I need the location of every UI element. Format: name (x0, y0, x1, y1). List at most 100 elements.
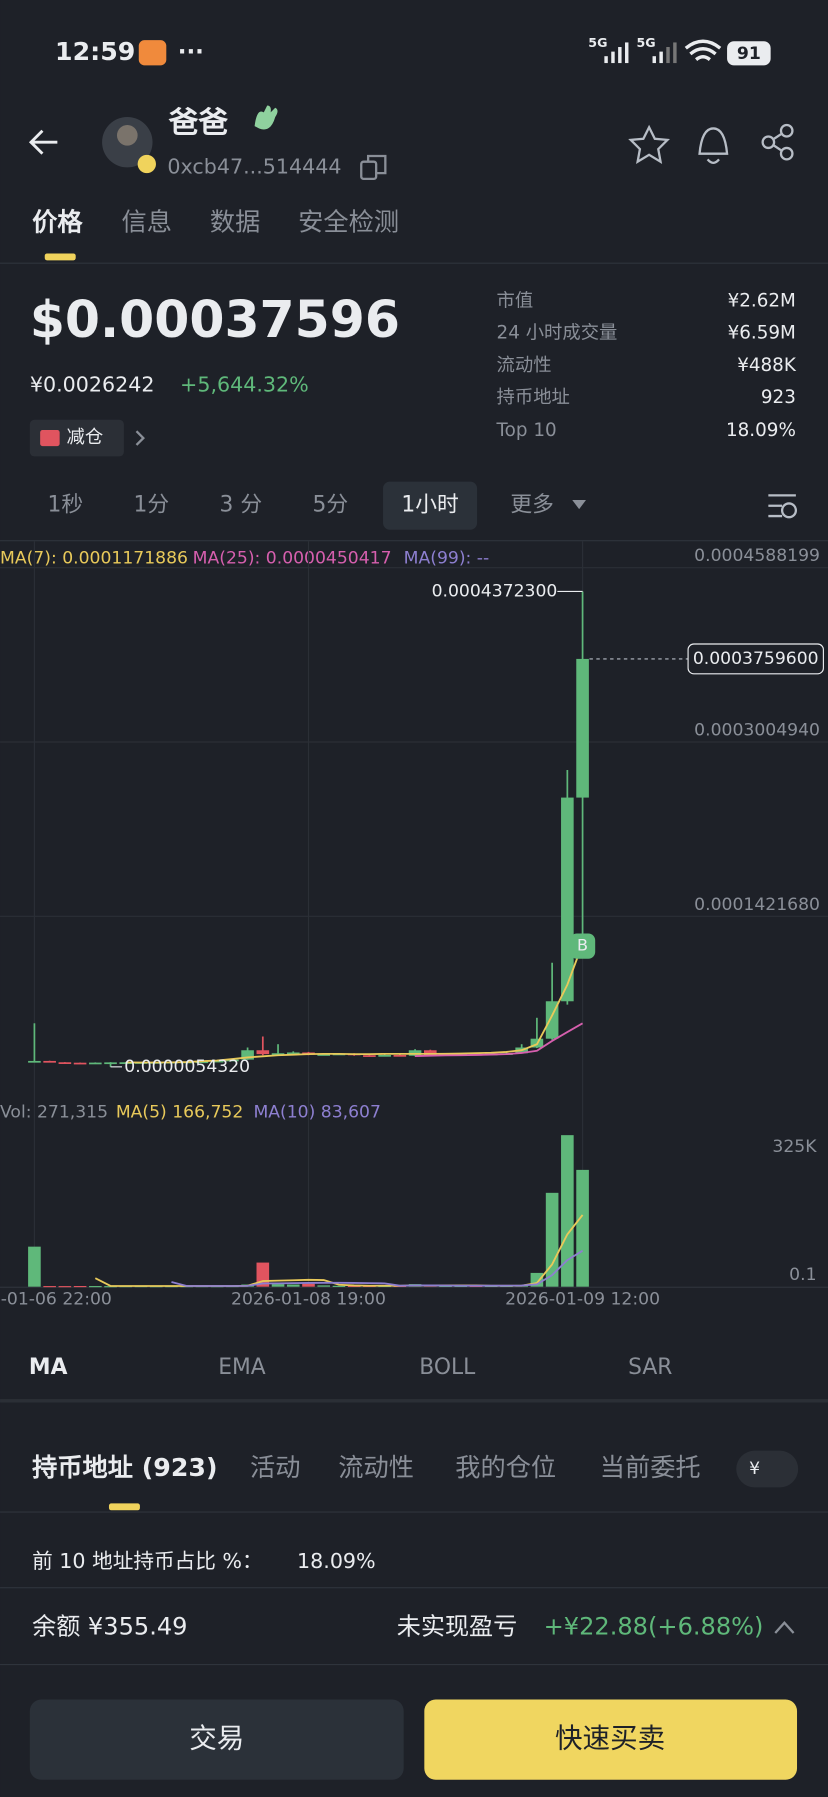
x-tick-label: 2026-01-09 12:00 (505, 1289, 660, 1309)
stat-value: ¥2.62M (728, 291, 796, 312)
holder-tab[interactable]: 当前委托 (600, 1453, 701, 1482)
indicator-tab[interactable]: BOLL (419, 1355, 476, 1380)
candle-body (28, 1060, 41, 1063)
interval[interactable]: 1秒 (48, 493, 84, 518)
interval[interactable]: 1小时 (401, 493, 458, 518)
candle-body (73, 1062, 87, 1065)
interval[interactable]: 5分 (312, 493, 348, 518)
last-price-box (687, 643, 824, 675)
stats: 市值 ¥2.62M 24 小时成交量 ¥6.59M 流动性 ¥488K 持币地址 923… (496, 291, 797, 442)
candle-body (210, 1060, 224, 1063)
candle-body (256, 1050, 270, 1055)
battery-icon (727, 41, 771, 66)
candle-body (104, 1062, 117, 1065)
volume-bar (271, 1284, 285, 1287)
candle-body (363, 1055, 376, 1057)
expand-toggle[interactable] (774, 1620, 795, 1634)
trade-button-label: 交易 (189, 1723, 244, 1755)
share-icon[interactable] (761, 123, 794, 161)
chart-settings[interactable] (768, 494, 798, 519)
holder-tab[interactable]: 我的仓位 (455, 1453, 556, 1482)
volume-bar (286, 1284, 300, 1287)
battery-level: 91 (737, 44, 761, 64)
indicator-tab[interactable]: EMA (218, 1355, 266, 1380)
candle-body (89, 1062, 102, 1065)
y-tick-label: 325K (772, 1137, 817, 1157)
copy-icon[interactable] (360, 154, 387, 181)
tag-text: 减仓 (67, 427, 104, 448)
tag-icon (40, 430, 60, 447)
tab[interactable]: 信息 (122, 208, 172, 237)
volume-bar (28, 1246, 41, 1287)
wifi-icon (684, 39, 722, 62)
ma-legend: MA(7): 0.0001171886 (0, 548, 188, 568)
ma-legend: MA(99): -- (404, 548, 490, 568)
holders-label: 前 10 地址持币占比 %： (32, 1549, 263, 1573)
vol-legend: MA(5) 166,752 (116, 1102, 243, 1122)
interval[interactable]: 3 分 (220, 493, 263, 518)
more-dots: ··· (178, 39, 204, 65)
holders-value: 18.09% (297, 1549, 376, 1573)
indicator-tab[interactable]: SAR (628, 1355, 672, 1380)
signal-icon (604, 42, 629, 64)
vol-ma10-line (171, 1249, 584, 1287)
back-button[interactable] (28, 129, 58, 155)
high-label: 0.0004372300 (432, 581, 558, 601)
divider (0, 540, 828, 542)
alert-icon[interactable] (698, 127, 729, 164)
volume-bar (58, 1286, 72, 1288)
tab[interactable]: 价格 (32, 208, 83, 237)
interval-selected (383, 481, 478, 530)
x-tick-label: 2026-01-08 19:00 (231, 1289, 386, 1309)
indicator-tab[interactable]: MA (29, 1355, 68, 1380)
token-name: 爸爸 (168, 105, 229, 140)
vol-legend: MA(10) 83,607 (253, 1102, 380, 1122)
quick-trade-button-label: 快速买卖 (555, 1723, 665, 1755)
holder-tab[interactable]: 流动性 (338, 1453, 414, 1482)
chart: 0.0004588199 0.0003004940 0.0001421680 325K… (0, 541, 828, 1309)
volume-bar (302, 1283, 315, 1287)
balance: 余额 ¥355.49 (32, 1612, 187, 1640)
network-label: 5G (636, 35, 655, 50)
interval[interactable]: 1分 (134, 493, 170, 518)
candle-body (58, 1062, 72, 1064)
volume-bar (43, 1286, 56, 1288)
tag-chip[interactable] (29, 419, 124, 457)
price-cny: ¥0.0026242 (30, 372, 155, 396)
price-usd: $0.00037596 (30, 290, 400, 349)
volume-bar (317, 1285, 331, 1287)
holder-tab[interactable]: 持币地址 (923) (32, 1453, 217, 1482)
favorite-icon[interactable] (628, 124, 670, 164)
currency-chip[interactable] (736, 1450, 799, 1488)
wave-icon (254, 105, 278, 130)
app-icon (138, 40, 167, 66)
x-tick-label: 2026-01-06 22:00 (0, 1289, 112, 1309)
buy-marker-label: B (577, 936, 588, 955)
candle-body (241, 1050, 254, 1060)
candle-body (317, 1054, 331, 1056)
holder-tab[interactable]: 活动 (250, 1453, 300, 1482)
divider (0, 262, 828, 264)
chevron[interactable] (135, 430, 145, 446)
candle-body (119, 1062, 133, 1064)
chain-badge (137, 154, 156, 174)
vol-legend: Vol: 271,315 (0, 1102, 108, 1122)
stat-label: 市值 (497, 291, 534, 312)
tab[interactable]: 数据 (210, 208, 260, 237)
dropdown-arrow (572, 499, 587, 510)
trade-button[interactable] (29, 1699, 404, 1780)
candle-body (226, 1059, 239, 1062)
stat-value: ¥488K (737, 355, 797, 376)
divider (0, 1587, 828, 1589)
tab[interactable]: 安全检测 (298, 208, 399, 237)
candle-body (576, 658, 589, 798)
stat-label: 持币地址 (497, 387, 570, 408)
candle-body (286, 1052, 300, 1055)
interval[interactable]: 更多 (510, 493, 554, 518)
quick-trade-button[interactable] (424, 1699, 798, 1780)
candle-body (393, 1054, 407, 1057)
divider (0, 1663, 828, 1666)
